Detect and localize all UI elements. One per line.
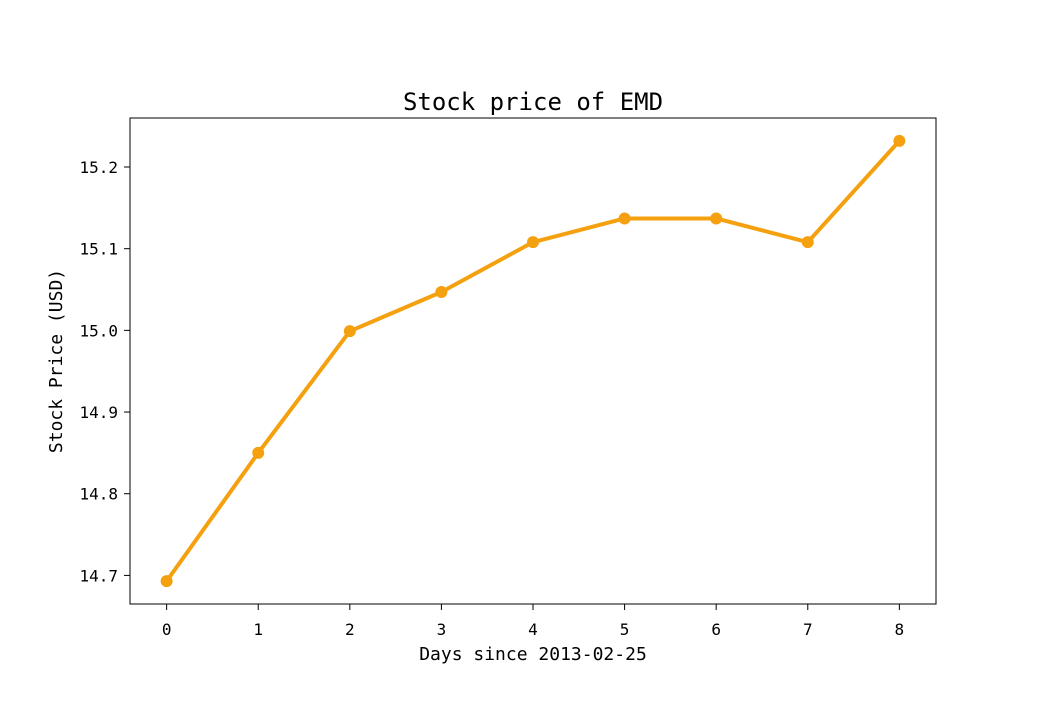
data-point	[435, 285, 448, 298]
x-tick-label: 2	[345, 620, 355, 639]
series-layer	[160, 134, 906, 588]
data-point	[801, 236, 814, 249]
data-point	[252, 446, 265, 459]
data-point	[343, 325, 356, 338]
data-point	[618, 212, 631, 225]
x-tick-label: 8	[895, 620, 905, 639]
y-axis-label: Stock Price (USD)	[46, 269, 67, 453]
data-point	[710, 212, 723, 225]
y-tick-label: 14.8	[79, 485, 118, 504]
x-tick-label: 1	[253, 620, 263, 639]
x-tick-label: 6	[711, 620, 721, 639]
plot-area	[129, 117, 937, 605]
data-point	[160, 575, 173, 588]
x-tick-label: 0	[162, 620, 172, 639]
x-tick-label: 3	[437, 620, 447, 639]
y-tick-label: 14.9	[79, 403, 118, 422]
x-axis: 0 1 2 3 4 5 6 7 8	[162, 604, 904, 639]
y-axis: 14.7 14.8 14.9 15.0 15.1 15.2	[79, 158, 130, 585]
x-tick-label: 4	[528, 620, 538, 639]
data-point	[893, 134, 906, 147]
data-point	[527, 236, 539, 249]
series-line	[164, 138, 902, 584]
chart-title: Stock price of EMD	[403, 88, 663, 116]
y-tick-label: 15.0	[79, 321, 118, 340]
y-tick-label: 14.7	[79, 566, 118, 585]
x-axis-label: Days since 2013-02-25	[419, 644, 647, 665]
x-tick-label: 7	[803, 620, 813, 639]
y-tick-label: 15.1	[79, 240, 118, 259]
y-tick-label: 15.2	[79, 158, 118, 177]
x-tick-label: 5	[620, 620, 630, 639]
